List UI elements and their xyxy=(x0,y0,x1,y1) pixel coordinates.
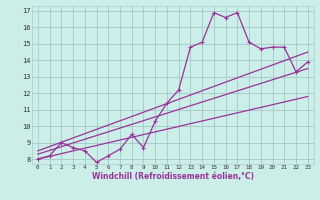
X-axis label: Windchill (Refroidissement éolien,°C): Windchill (Refroidissement éolien,°C) xyxy=(92,172,254,181)
